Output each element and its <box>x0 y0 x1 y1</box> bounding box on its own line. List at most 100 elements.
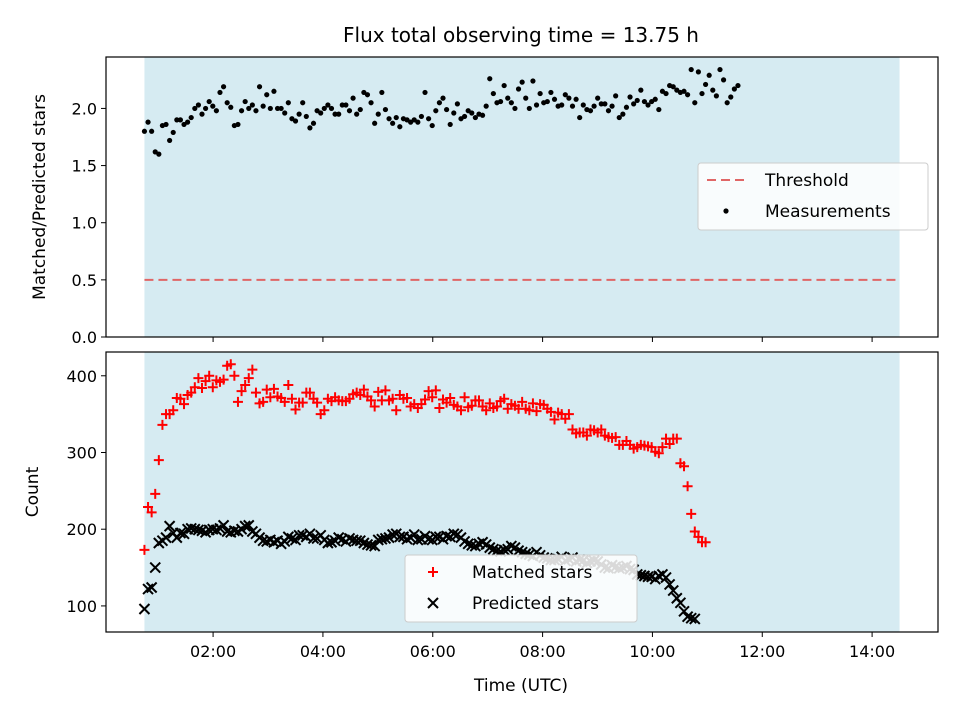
predicted-point <box>440 530 453 542</box>
matched-point <box>671 433 682 444</box>
predicted-point <box>430 531 442 543</box>
measurement-point <box>562 92 568 98</box>
measurement-point <box>436 100 443 106</box>
x-tick-label: 14:00 <box>849 642 895 661</box>
measurement-point <box>587 108 594 114</box>
predicted-point <box>145 581 158 594</box>
measurement-point <box>346 108 353 114</box>
measurement-point <box>663 90 669 97</box>
count-y-tick-label: 300 <box>66 443 97 462</box>
predicted-point <box>365 539 377 552</box>
predicted-point <box>412 534 424 546</box>
matched-point <box>304 387 315 398</box>
measurement-point <box>285 100 291 106</box>
matched-point <box>610 432 621 443</box>
measurement-point <box>641 98 648 105</box>
predicted-point <box>484 541 496 554</box>
predicted-point <box>192 524 205 536</box>
matched-point <box>312 397 323 408</box>
measurement-point <box>210 103 216 109</box>
matched-point <box>391 405 402 416</box>
measurement-point <box>580 102 586 108</box>
measurement-point <box>645 102 651 108</box>
predicted-point <box>239 520 251 532</box>
measurement-point <box>177 117 184 123</box>
measurement-point <box>566 95 572 101</box>
measurement-point <box>390 120 396 126</box>
predicted-point <box>663 578 676 591</box>
matched-point <box>143 501 154 512</box>
matched-point <box>402 393 413 404</box>
predicted-point <box>674 597 687 609</box>
measurement-point <box>634 97 640 104</box>
ratio-panel: 0.0 0.5 1.0 1.5 2.0 Threshold Measurements <box>72 56 939 347</box>
measurement-point <box>591 103 597 109</box>
predicted-point <box>401 533 413 545</box>
matched-point <box>430 385 441 396</box>
measurement-point <box>479 112 486 118</box>
measurement-point <box>292 118 299 124</box>
measurement-point <box>695 69 701 75</box>
predicted-point <box>422 533 435 545</box>
measurement-point <box>609 103 615 109</box>
measurement-point <box>418 113 425 120</box>
predicted-point <box>286 532 298 545</box>
measurement-point <box>731 86 737 92</box>
measurement-point <box>188 114 194 121</box>
predicted-point <box>307 532 320 545</box>
matched-point <box>549 414 560 425</box>
measurement-point <box>652 96 658 102</box>
predicted-point <box>174 527 187 539</box>
measurement-point <box>605 108 612 114</box>
x-tick-label: 12:00 <box>739 642 785 661</box>
matched-point <box>150 488 161 499</box>
predicted-point <box>642 571 654 583</box>
measurement-point <box>156 151 162 157</box>
measurement-point <box>472 114 478 121</box>
ratio-y-tick-label: 0.5 <box>72 271 97 290</box>
measurement-point <box>282 110 288 116</box>
measurement-point <box>613 93 619 99</box>
matched-point <box>387 393 398 404</box>
measurement-point <box>321 105 327 112</box>
measurement-point <box>735 82 741 89</box>
matched-point <box>445 393 456 404</box>
measurement-point <box>548 89 554 96</box>
measurement-point <box>328 105 335 112</box>
predicted-point <box>685 612 697 624</box>
measurement-point <box>440 95 446 101</box>
matched-point <box>420 394 431 405</box>
matched-point <box>657 442 668 453</box>
matched-point <box>200 376 211 387</box>
count-y-tick-label: 100 <box>66 597 97 616</box>
measurement-point <box>519 79 525 85</box>
measurement-point <box>332 111 338 117</box>
measurement-point <box>523 95 529 101</box>
measurement-point <box>670 84 676 90</box>
measurement-point <box>325 102 331 108</box>
matched-point <box>531 406 542 417</box>
measurement-point <box>620 111 626 117</box>
matched-point <box>686 508 697 519</box>
matched-point <box>380 385 391 396</box>
matched-point <box>596 424 607 435</box>
predicted-point <box>332 531 345 544</box>
legend-matched-swatch <box>428 567 438 577</box>
matched-point <box>358 384 369 395</box>
ratio-y-tick-label: 0.0 <box>72 328 97 347</box>
matched-point <box>499 393 510 404</box>
measurement-point <box>163 121 169 128</box>
predicted-point <box>681 610 694 623</box>
measurement-point <box>267 105 273 112</box>
matched-point <box>679 461 690 472</box>
matched-point <box>232 396 243 407</box>
matched-point <box>689 526 700 537</box>
measurement-point <box>249 102 255 108</box>
matched-point <box>229 370 240 381</box>
measurement-point <box>303 113 309 120</box>
count-legend: Matched stars Predicted stars <box>404 554 638 623</box>
legend-label: Matched stars <box>472 563 592 583</box>
measurement-point <box>713 93 719 99</box>
x-tick-label: 04:00 <box>300 642 346 661</box>
measurement-point <box>656 106 662 113</box>
